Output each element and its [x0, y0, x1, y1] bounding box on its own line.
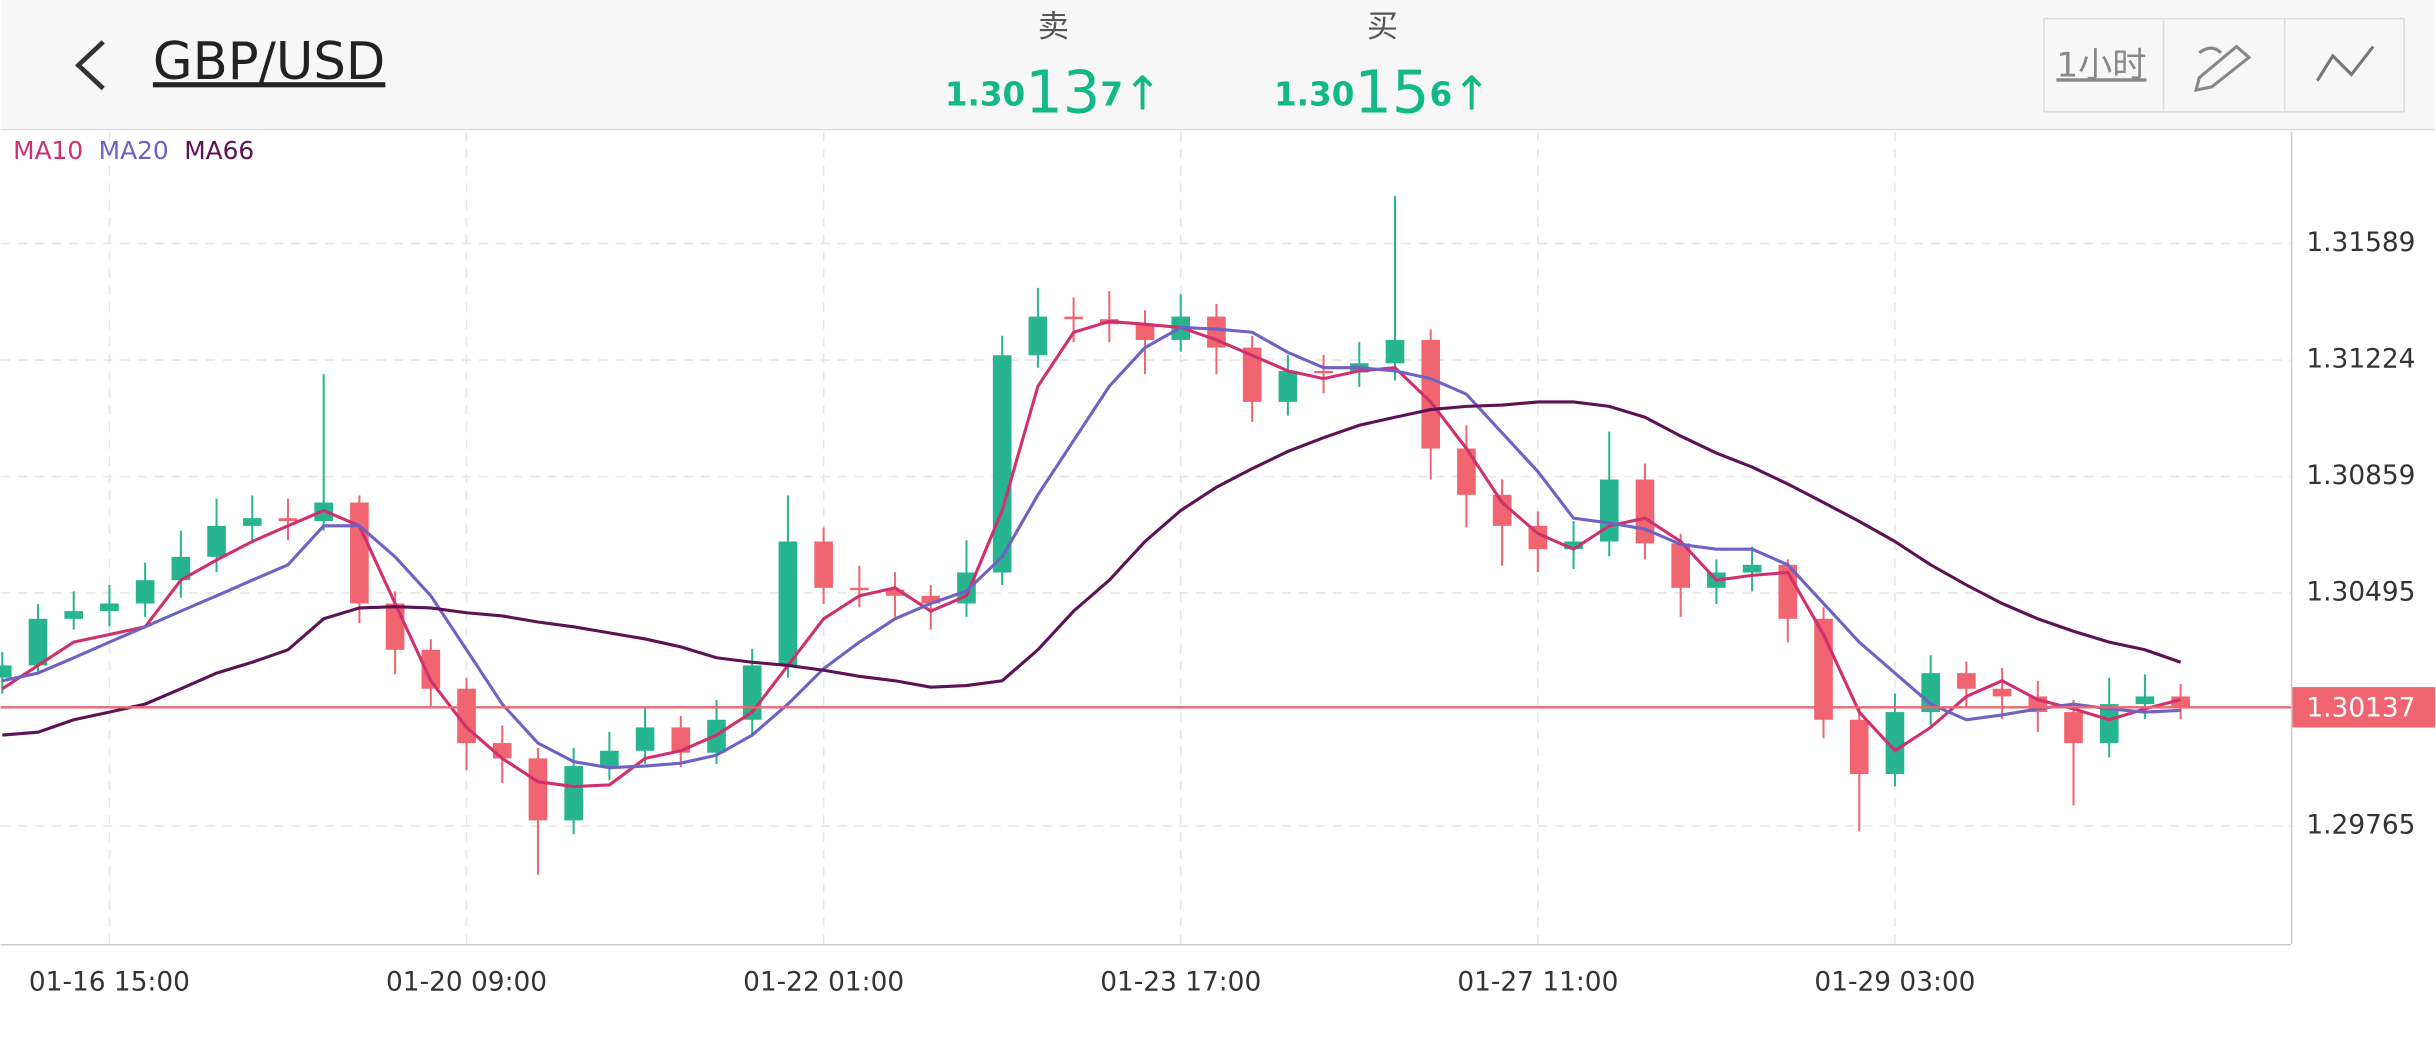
legend: MA10 MA20 MA66: [13, 136, 254, 165]
candle-body: [421, 649, 441, 689]
candle-body: [1278, 370, 1298, 402]
price-prefix: 1.30: [1274, 75, 1354, 113]
x-tick-label: 01-23 17:00: [1100, 967, 1261, 997]
candle-body: [1421, 339, 1441, 449]
candle-body: [242, 518, 262, 526]
candle-body: [1457, 448, 1476, 495]
candle-body: [1599, 479, 1619, 542]
y-tick-label: 1.29765: [2306, 811, 2415, 841]
candle-body: [1492, 494, 1512, 526]
x-tick-label: 01-29 03:00: [1814, 967, 1975, 997]
candle-body: [1242, 347, 1262, 402]
price-big: 13: [1025, 57, 1100, 126]
candle-body: [1921, 673, 1940, 713]
x-tick-label: 01-27 11:00: [1457, 967, 1618, 997]
candle-body: [100, 603, 119, 612]
price-arrow: ↑: [1123, 66, 1162, 120]
buy-price: 1.30156↑: [1274, 57, 1491, 126]
x-tick-label: 01-22 01:00: [743, 967, 904, 997]
sell-label: 卖: [1038, 9, 1069, 45]
y-tick-label: 1.31589: [2306, 228, 2415, 258]
buy-label: 买: [1367, 9, 1398, 45]
candle-body: [385, 603, 405, 650]
candle-body: [635, 727, 655, 751]
last-price-label: 1.30137: [2306, 693, 2415, 723]
candle-body: [2171, 696, 2190, 708]
candle-body: [992, 355, 1012, 573]
indicator-button[interactable]: [2315, 45, 2375, 82]
candle-body: [778, 541, 798, 666]
draw-tool-button[interactable]: [2194, 44, 2252, 93]
candle-body: [1957, 673, 1976, 689]
price-prefix: 1.30: [945, 75, 1025, 113]
back-button[interactable]: [74, 40, 105, 91]
candle-body: [921, 595, 941, 604]
candle-body: [850, 587, 869, 591]
y-tick-label: 1.30495: [2306, 577, 2415, 607]
x-tick-label: 01-16 15:00: [29, 967, 190, 997]
candle-body: [1671, 543, 1690, 588]
candle-body: [1992, 688, 2012, 697]
y-tick-label: 1.30859: [2306, 461, 2415, 491]
candle-body: [1849, 719, 1869, 775]
price-suffix: 7: [1100, 75, 1123, 113]
candle-body: [1314, 370, 1333, 374]
candle-body: [135, 580, 155, 604]
price-arrow: ↑: [1452, 66, 1491, 120]
candle-body: [28, 618, 48, 666]
candle-body: [814, 541, 833, 588]
candle-body: [0, 665, 12, 678]
legend-entry: MA20: [99, 136, 169, 165]
ma-line: [1, 319, 2182, 789]
legend-entry: MA10: [13, 136, 83, 165]
candle-body: [64, 611, 84, 619]
ma-line: [1, 325, 2181, 770]
header-bar: [0, 0, 2436, 129]
candle-body: [1385, 339, 1405, 364]
candle-body: [1028, 316, 1048, 356]
candle-body: [957, 572, 976, 604]
interval-button[interactable]: 1小时: [2056, 45, 2146, 85]
ma-line: [2, 400, 2182, 737]
price-big: 15: [1354, 57, 1429, 126]
candle-body: [2064, 712, 2083, 744]
last-price-box: [2292, 687, 2436, 728]
candle-body: [885, 589, 905, 596]
candle-body: [171, 556, 191, 581]
candle-body: [278, 518, 298, 522]
candle-body: [1635, 479, 1655, 544]
plot-area: 1.29765 1.30495 1.30859 1.31224 1.31589 01-16…: [0, 131, 2436, 997]
y-tick-label: 1.31224: [2306, 345, 2415, 375]
candle-body: [1564, 541, 1583, 550]
pair-title: GBP/USD: [153, 32, 385, 92]
candle-body: [207, 525, 226, 557]
candle-body: [350, 502, 369, 604]
sell-price: 1.30137↑: [945, 57, 1162, 126]
candle-body: [671, 727, 691, 753]
candle-body: [600, 750, 619, 767]
x-tick-label: 01-20 09:00: [386, 967, 547, 997]
candle-body: [528, 758, 548, 821]
candle-body: [1064, 316, 1083, 320]
candle-body: [1528, 525, 1548, 550]
candle-body: [2099, 704, 2119, 744]
candle-body: [1135, 324, 1155, 340]
candle-body: [2135, 696, 2155, 705]
candle-body: [564, 766, 583, 821]
candle-body: [1742, 564, 1762, 573]
candle-body: [1885, 712, 1905, 775]
legend-entry: MA66: [184, 136, 254, 165]
price-suffix: 6: [1429, 75, 1452, 113]
